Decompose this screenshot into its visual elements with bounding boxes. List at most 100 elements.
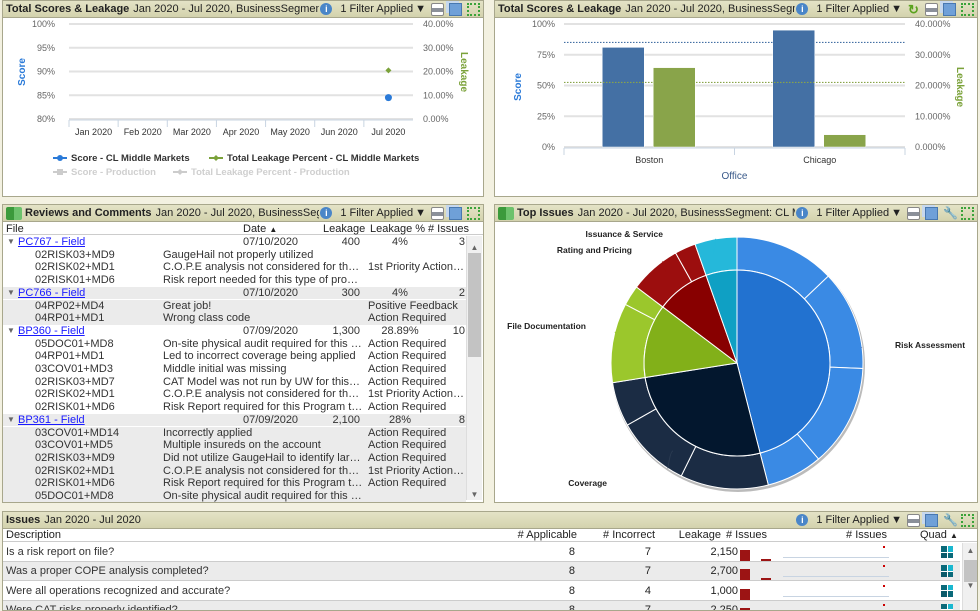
total-scores-by-office-panel: Total Scores & Leakage Jan 2020 - Jul 20…	[494, 0, 978, 197]
expand-triangle-icon[interactable]: ▼	[7, 414, 15, 427]
maximize-icon[interactable]	[467, 207, 480, 220]
vertical-scrollbar[interactable]: ▲ ▼	[962, 543, 978, 610]
column-issues-bar[interactable]: # Issues	[726, 529, 767, 542]
issue-comment: Wrong class code	[163, 312, 363, 325]
column-description[interactable]: Description	[6, 529, 61, 542]
pie-label: Coverage	[568, 478, 607, 488]
info-icon[interactable]: i	[796, 3, 808, 15]
issues-bar	[740, 550, 750, 561]
scroll-down-arrow-icon[interactable]: ▼	[963, 581, 978, 590]
issue-comment: Risk report needed for this type of prog…	[163, 274, 363, 287]
issues-table-header: Description # Applicable # Incorrect Lea…	[3, 529, 977, 542]
column-date[interactable]: Date ▲	[243, 223, 277, 236]
issue-code: 03COV01+MD14	[35, 427, 119, 440]
filter-applied-dropdown[interactable]: 1 Filter Applied▼	[808, 3, 902, 15]
maximize-icon[interactable]	[467, 3, 480, 16]
maximize-icon[interactable]	[961, 207, 974, 220]
incorrect-cell: 7	[645, 543, 651, 562]
issues-cell: 2	[459, 287, 465, 300]
column-quad[interactable]: Quad ▲	[920, 529, 958, 542]
file-link[interactable]: BP360 - Field	[18, 325, 85, 338]
maximize-icon[interactable]	[961, 514, 974, 527]
file-link[interactable]: PC767 - Field	[18, 236, 85, 249]
scroll-up-arrow-icon[interactable]: ▲	[467, 243, 482, 252]
column-file[interactable]: File	[6, 223, 24, 235]
bar-score-boston	[602, 47, 644, 147]
column-applicable[interactable]: # Applicable	[518, 529, 577, 542]
grid-icon	[498, 207, 514, 220]
copy-icon[interactable]	[449, 3, 462, 16]
scroll-down-arrow-icon[interactable]: ▼	[467, 490, 482, 499]
expand-triangle-icon[interactable]: ▼	[7, 287, 15, 300]
expand-triangle-icon[interactable]: ▼	[7, 236, 15, 249]
incorrect-cell: 4	[645, 582, 651, 601]
column-incorrect[interactable]: # Incorrect	[603, 529, 655, 542]
filter-applied-dropdown[interactable]: 1 Filter Applied▼	[332, 207, 426, 219]
issue-code: 02RISK02+MD1	[35, 261, 115, 274]
issues-sparkline	[783, 576, 889, 577]
issue-comment: C.O.P.E analysis not considered for the …	[163, 388, 363, 401]
leakage-cell: 400	[342, 236, 360, 249]
wrench-icon[interactable]: 🔧	[943, 514, 956, 527]
column-leakage[interactable]: Leakage	[679, 529, 721, 542]
table-row[interactable]: Were all operations recognized and accur…	[3, 582, 960, 601]
filter-applied-dropdown[interactable]: 1 Filter Applied▼	[808, 207, 902, 219]
column-issues-spark[interactable]: # Issues	[846, 529, 887, 542]
copy-icon[interactable]	[925, 514, 938, 527]
x-tick-label: Apr 2020	[223, 127, 260, 137]
pie-label: Rating and Pricing	[557, 245, 632, 255]
panel-header: Total Scores & Leakage Jan 2020 - Jul 20…	[3, 1, 483, 18]
y2-tick-label: 0.000%	[915, 142, 946, 152]
expand-triangle-icon[interactable]: ▼	[7, 325, 15, 338]
panel-title: Reviews and Comments	[25, 207, 152, 219]
copy-icon[interactable]	[449, 207, 462, 220]
copy-icon[interactable]	[925, 207, 938, 220]
filter-applied-dropdown[interactable]: 1 Filter Applied▼	[332, 3, 426, 15]
reviews-comments-panel: Reviews and Comments Jan 2020 - Jul 2020…	[2, 204, 484, 503]
quad-icon	[941, 604, 953, 611]
info-icon[interactable]: i	[320, 207, 332, 219]
scroll-up-arrow-icon[interactable]: ▲	[963, 546, 978, 555]
issue-code: 04RP01+MD1	[35, 312, 104, 325]
date-cell: 07/09/2020	[243, 325, 298, 338]
x-tick-label: Mar 2020	[173, 127, 211, 137]
column-issues[interactable]: # Issues	[428, 223, 469, 235]
maximize-icon[interactable]	[961, 3, 974, 16]
issue-code: 04RP02+MD4	[35, 300, 104, 313]
refresh-icon[interactable]: ↻	[907, 3, 920, 16]
scrollbar-thumb[interactable]	[468, 253, 481, 357]
y-tick-label: 0%	[542, 142, 555, 152]
column-leakage-pct[interactable]: Leakage %	[370, 223, 425, 235]
applicable-cell: 8	[569, 562, 575, 581]
print-icon[interactable]	[907, 207, 920, 220]
info-icon[interactable]: i	[320, 3, 332, 15]
wrench-icon[interactable]: 🔧	[943, 207, 956, 220]
column-leakage[interactable]: Leakage	[323, 223, 365, 235]
vertical-scrollbar[interactable]: ▲ ▼	[466, 236, 482, 500]
print-icon[interactable]	[907, 514, 920, 527]
date-cell: 07/10/2020	[243, 287, 298, 300]
copy-icon[interactable]	[943, 3, 956, 16]
leakage-cell: 2,700	[710, 562, 738, 581]
print-icon[interactable]	[431, 3, 444, 16]
leakage-pct-cell: 28%	[370, 414, 430, 427]
y2-tick-label: 20.000%	[915, 81, 951, 91]
file-link[interactable]: BP361 - Field	[18, 414, 85, 427]
print-icon[interactable]	[925, 3, 938, 16]
info-icon[interactable]: i	[796, 514, 808, 526]
info-icon[interactable]: i	[796, 207, 808, 219]
sparkline-point	[883, 546, 885, 548]
scrollbar-thumb[interactable]	[964, 560, 977, 582]
file-link[interactable]: PC766 - Field	[18, 287, 85, 300]
sparkline-point	[883, 565, 885, 567]
print-icon[interactable]	[431, 207, 444, 220]
